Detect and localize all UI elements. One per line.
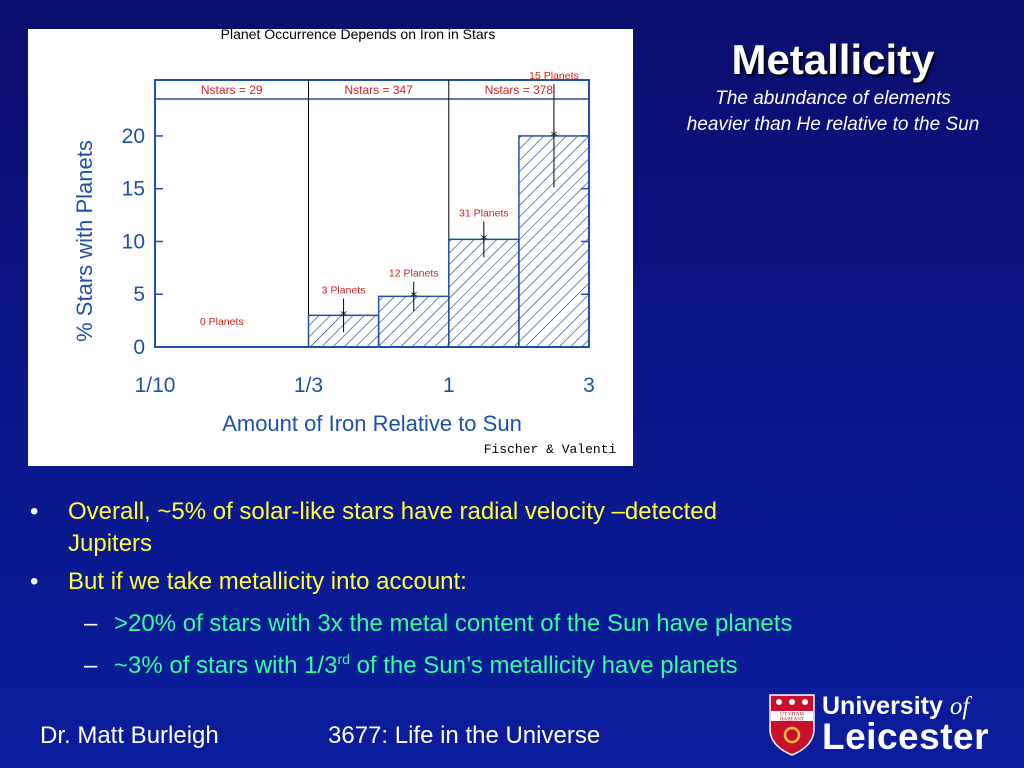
data-point-marker: *	[340, 308, 347, 324]
logo-university: University	[822, 692, 943, 720]
crest-icon: UT VITAM HABEANT	[769, 694, 815, 756]
bin-annotation: 3 Planets	[322, 284, 366, 296]
bin-annotation: 15 Planets	[529, 70, 579, 82]
panel-label: Nstars = 29	[201, 83, 263, 97]
slide-title: Metallicity	[731, 36, 935, 83]
x-axis-label: Amount of Iron Relative to Sun	[222, 411, 522, 436]
sub-bullet-text-pre: ~3% of stars with 1/3	[114, 652, 338, 679]
crest-motto-2: HABEANT	[780, 718, 804, 723]
chart-credit: Fischer & Valenti	[484, 442, 617, 457]
y-tick-label: 15	[122, 178, 145, 201]
bin-annotation: 12 Planets	[389, 268, 439, 280]
footer-author: Dr. Matt Burleigh	[40, 722, 219, 749]
title-block: Metallicity The abundance of elements he…	[650, 36, 1016, 138]
logo-of: of	[949, 693, 970, 720]
subtitle-line-2: heavier than He relative to the Sun	[686, 114, 980, 135]
sub-bullet-marker: –	[84, 610, 98, 637]
data-point-marker: *	[410, 289, 417, 305]
sub-bullet-item: – >20% of stars with 3x the metal conten…	[30, 608, 930, 640]
logo-line-1: University of	[822, 692, 969, 721]
panel-label: Nstars = 378	[485, 83, 554, 97]
university-logo: UT VITAM HABEANT University of Leicester	[766, 690, 1011, 760]
crest-motto-1: UT VITAM	[780, 713, 804, 718]
bullet-marker: •	[30, 498, 39, 525]
x-tick-label: 1/3	[294, 374, 323, 397]
panel-label: Nstars = 347	[344, 83, 413, 97]
planet-occurrence-chart: Planet Occurrence Depends on Iron in Sta…	[72, 29, 617, 457]
sub-bullet-text-post: of the Sun’s metallicity have planets	[349, 652, 738, 679]
sub-bullet-item: – ~3% of stars with 1/3rd of the Sun’s m…	[30, 650, 930, 682]
bullet-item: • But if we take metallicity into accoun…	[30, 566, 930, 598]
histogram-bar	[448, 238, 520, 348]
bullet-text-line-1: Overall, ~5% of solar-like stars have ra…	[68, 498, 717, 525]
y-tick-label: 10	[122, 230, 145, 253]
x-tick-label: 1	[443, 374, 455, 397]
y-axis-label: % Stars with Planets	[72, 140, 97, 342]
y-tick-label: 0	[133, 336, 145, 359]
logo-line-2: Leicester	[822, 716, 989, 757]
slide-subtitle: The abundance of elements heavier than H…	[650, 86, 1016, 138]
bin-annotation: 0 Planets	[200, 316, 244, 328]
sub-bullet-text: >20% of stars with 3x the metal content …	[114, 610, 793, 637]
x-tick-label: 3	[583, 374, 595, 397]
bin-annotation: 31 Planets	[459, 207, 509, 219]
bullet-list: • Overall, ~5% of solar-like stars have …	[30, 496, 930, 682]
bullet-item: • Overall, ~5% of solar-like stars have …	[30, 496, 930, 560]
x-tick-label: 1/10	[135, 374, 176, 397]
bullet-text-line-2: Jupiters	[68, 530, 153, 557]
data-point-marker: *	[550, 129, 557, 145]
chart-panel: Planet Occurrence Depends on Iron in Sta…	[28, 29, 633, 466]
sub-bullet-superscript: rd	[337, 651, 350, 667]
chart-title: Planet Occurrence Depends on Iron in Sta…	[221, 29, 496, 42]
subtitle-line-1: The abundance of elements	[715, 88, 951, 109]
bullet-marker: •	[30, 568, 39, 595]
y-tick-label: 20	[122, 125, 145, 148]
footer-course: 3677: Life in the Universe	[328, 722, 601, 749]
y-tick-label: 5	[133, 283, 145, 306]
bullet-text: But if we take metallicity into account:	[68, 568, 467, 595]
sub-bullet-marker: –	[84, 652, 98, 679]
data-point-marker: *	[480, 232, 487, 248]
